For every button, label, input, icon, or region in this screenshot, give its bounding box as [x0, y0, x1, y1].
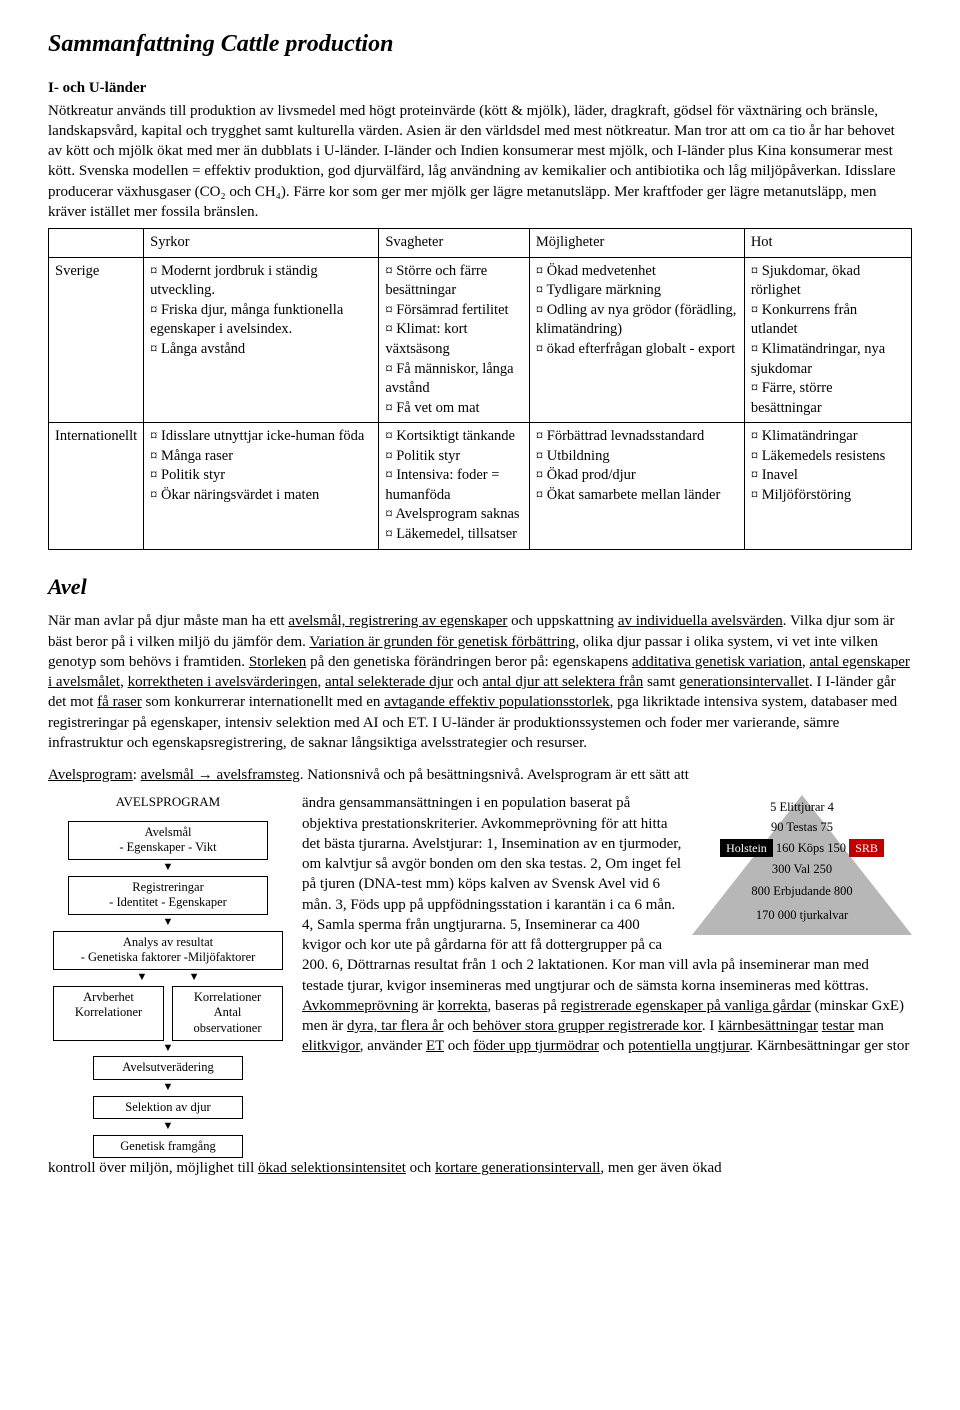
- swot-h4: Hot: [744, 229, 911, 258]
- swot-h3: Möjligheter: [529, 229, 744, 258]
- pyramid-chart: 5 Elittjurar 4 90 Testas 75 Holstein 160…: [692, 795, 912, 935]
- avel-heading: Avel: [48, 572, 912, 602]
- pyramid-line: 5 Elittjurar 4: [692, 799, 912, 816]
- table-row: Internationellt ¤ Idisslare utnyttjar ic…: [49, 423, 912, 549]
- avel-para2-body: 5 Elittjurar 4 90 Testas 75 Holstein 160…: [302, 793, 912, 1056]
- section1-body: Nötkreatur används till produktion av li…: [48, 101, 912, 223]
- swot-weak: ¤ Kortsiktigt tänkande ¤ Politik styr ¤ …: [379, 423, 530, 549]
- srb-badge: SRB: [849, 839, 884, 857]
- swot-opp: ¤ Ökad medvetenhet ¤ Tydligare märkning …: [529, 257, 744, 423]
- arrow-down-icon: ▼: [163, 1123, 174, 1131]
- swot-threat: ¤ Sjukdomar, ökad rörlighet ¤ Konkurrens…: [744, 257, 911, 423]
- swot-strength: ¤ Idisslare utnyttjar icke-human föda ¤ …: [144, 423, 379, 549]
- fc-box-avelsutv: Avelsutverädering: [93, 1056, 243, 1080]
- avelsprogram-flowchart: AVELSPROGRAM Avelsmål - Egenskaper - Vik…: [48, 793, 288, 1158]
- avel-tail: kontroll över miljön, möjlighet till öka…: [48, 1158, 912, 1178]
- swot-row-label: Internationellt: [49, 423, 144, 549]
- fc-box-registreringar: Registreringar - Identitet - Egenskaper: [68, 876, 268, 915]
- pyramid-line: 800 Erbjudande 800: [692, 883, 912, 900]
- section1-heading: I- och U-länder: [48, 78, 912, 98]
- pyramid-line: 90 Testas 75: [692, 819, 912, 836]
- holstein-badge: Holstein: [720, 839, 773, 857]
- arrow-down-icon: ▼: [163, 1084, 174, 1092]
- pyramid-line: 170 000 tjurkalvar: [692, 907, 912, 924]
- swot-threat: ¤ Klimatändringar ¤ Läkemedels resistens…: [744, 423, 911, 549]
- table-row: Sverige ¤ Modernt jordbruk i ständig utv…: [49, 257, 912, 423]
- avel-para1: När man avlar på djur måste man ha ett a…: [48, 611, 912, 753]
- swot-table: Syrkor Svagheter Möjligheter Hot Sverige…: [48, 228, 912, 549]
- fc-box-avelsmal: Avelsmål - Egenskaper - Vikt: [68, 821, 268, 860]
- table-row: Syrkor Svagheter Möjligheter Hot: [49, 229, 912, 258]
- pyramid-line: Holstein 160 Köps 150 SRB: [692, 839, 912, 857]
- pyramid-text: 160 Köps 150: [776, 841, 846, 855]
- avel-para2-prefix: Avelsprogram: avelsmål → avelsframsteg. …: [48, 765, 912, 785]
- fc-box-analys: Analys av resultat - Genetiska faktorer …: [53, 931, 283, 970]
- arrow-down-icon: ▼: [163, 919, 174, 927]
- swot-h2: Svagheter: [379, 229, 530, 258]
- arrow-down-icon: ▼ ▼: [136, 974, 199, 982]
- avel-row: AVELSPROGRAM Avelsmål - Egenskaper - Vik…: [48, 793, 912, 1158]
- swot-h1: Syrkor: [144, 229, 379, 258]
- fc-box-selektion: Selektion av djur: [93, 1096, 243, 1120]
- swot-row-label: Sverige: [49, 257, 144, 423]
- swot-strength: ¤ Modernt jordbruk i ständig utveckling.…: [144, 257, 379, 423]
- pyramid-line: 300 Val 250: [692, 861, 912, 878]
- fc-box-korrelationer: Korrelationer Antal observationer: [172, 986, 283, 1041]
- flowchart-title: AVELSPROGRAM: [116, 793, 221, 811]
- arrow-down-icon: ▼: [163, 1045, 174, 1053]
- swot-opp: ¤ Förbättrad levnadsstandard ¤ Utbildnin…: [529, 423, 744, 549]
- fc-box-arvberhet: Arvberhet Korrelationer: [53, 986, 164, 1041]
- fc-box-framgang: Genetisk framgång: [93, 1135, 243, 1159]
- swot-h0: [49, 229, 144, 258]
- swot-weak: ¤ Större och färre besättningar ¤ Försäm…: [379, 257, 530, 423]
- arrow-down-icon: ▼: [163, 864, 174, 872]
- page-title: Sammanfattning Cattle production: [48, 28, 912, 60]
